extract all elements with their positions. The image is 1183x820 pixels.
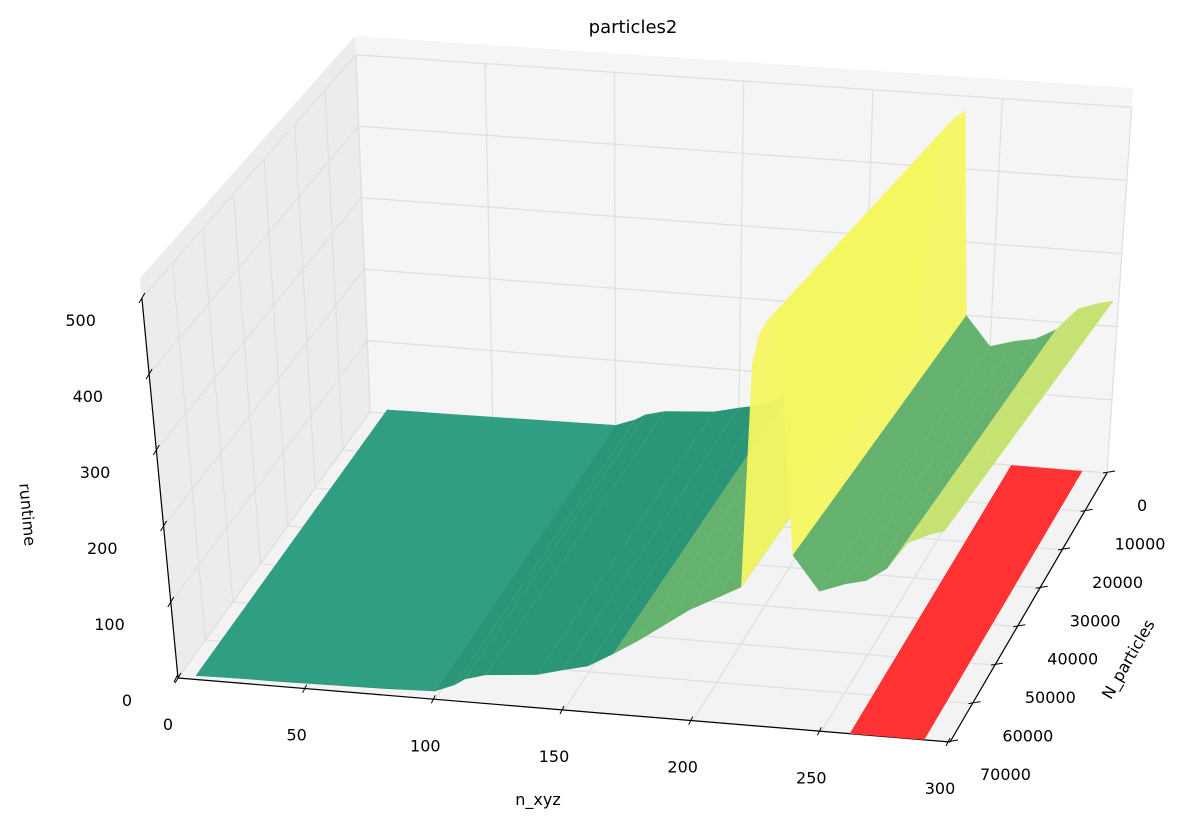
z-tick-label: 400 bbox=[73, 387, 104, 406]
x-tick-label: 150 bbox=[539, 747, 570, 766]
x-tick-label: 200 bbox=[667, 758, 698, 777]
surface-red-strip bbox=[849, 465, 1083, 740]
surface-segment bbox=[929, 300, 1114, 535]
x-tick-label: 100 bbox=[410, 736, 441, 755]
gridline-y-wall bbox=[202, 228, 234, 603]
x-tick bbox=[688, 716, 694, 725]
z-tick-label: 500 bbox=[65, 311, 96, 330]
x-tick-label: 50 bbox=[286, 726, 306, 745]
x-tick bbox=[302, 684, 308, 693]
gridline-y-wall bbox=[324, 89, 344, 451]
gridline-y-wall bbox=[232, 193, 261, 565]
z-tick-label: 200 bbox=[87, 539, 118, 558]
surface-flat-region bbox=[195, 409, 616, 692]
y-tick-label: 20000 bbox=[1092, 573, 1143, 592]
z-tick bbox=[174, 672, 182, 684]
z-tick bbox=[160, 520, 167, 532]
gridline-y-wall bbox=[171, 263, 207, 641]
gridline-z bbox=[141, 54, 1132, 299]
gridline-y-wall bbox=[355, 54, 371, 413]
x-tick bbox=[559, 705, 565, 715]
surface-segment bbox=[455, 414, 646, 685]
y-tick bbox=[1035, 585, 1048, 589]
surface-segment bbox=[767, 110, 966, 321]
y-tick bbox=[1080, 508, 1093, 512]
z-tick bbox=[145, 368, 153, 380]
surface-segment bbox=[587, 394, 789, 667]
surface-segment bbox=[819, 340, 1016, 592]
x-tick-label: 250 bbox=[796, 768, 827, 787]
z-axis-title: runtime bbox=[15, 482, 39, 546]
z-tick bbox=[138, 292, 146, 304]
z-tick bbox=[167, 596, 175, 608]
x-axis-line bbox=[177, 677, 951, 743]
z-axis-line bbox=[141, 297, 179, 679]
y-tick-label: 0 bbox=[1137, 496, 1147, 515]
surface-segment bbox=[792, 315, 990, 592]
z-tick-label: 100 bbox=[94, 615, 125, 634]
surface-segment bbox=[908, 303, 1099, 543]
x-tick-label: 300 bbox=[925, 779, 956, 798]
z-tick-label: 300 bbox=[80, 463, 111, 482]
gridline-z bbox=[148, 125, 1127, 375]
surface-segment bbox=[434, 419, 636, 692]
surface-segment bbox=[464, 411, 665, 680]
x-tick bbox=[430, 695, 436, 704]
surface-segment bbox=[536, 407, 739, 675]
chart-title: particles2 bbox=[589, 17, 678, 38]
y-tick bbox=[945, 739, 959, 743]
surface-segment bbox=[866, 329, 1057, 581]
surface-segment bbox=[887, 309, 1078, 569]
z-tick-label: 0 bbox=[122, 691, 132, 710]
x-tick bbox=[816, 727, 822, 736]
y-tick-label: 30000 bbox=[1070, 611, 1121, 630]
y-tick-label: 50000 bbox=[1025, 688, 1076, 707]
y-tick bbox=[1102, 470, 1116, 474]
y-tick bbox=[1058, 547, 1071, 551]
gridline-y-wall bbox=[263, 158, 289, 527]
y-tick-label: 70000 bbox=[980, 765, 1031, 784]
y-tick bbox=[1013, 624, 1026, 628]
z-tick bbox=[152, 444, 160, 456]
y-axis-line bbox=[949, 472, 1108, 743]
y-tick-label: 40000 bbox=[1047, 650, 1098, 669]
surface-segment bbox=[777, 110, 967, 556]
surface-segment bbox=[562, 404, 764, 671]
x-axis-title: n_xyz bbox=[515, 790, 560, 810]
y-tick bbox=[968, 701, 981, 705]
y-tick-label: 60000 bbox=[1002, 727, 1053, 746]
y-tick-label: 10000 bbox=[1115, 534, 1166, 553]
gridline-y-wall bbox=[294, 124, 316, 489]
y-tick bbox=[990, 662, 1003, 666]
x-tick bbox=[173, 673, 179, 683]
surface-segment bbox=[845, 338, 1036, 585]
left-pane bbox=[140, 36, 370, 678]
surface-segment bbox=[485, 411, 715, 676]
x-tick-label: 0 bbox=[163, 715, 173, 734]
